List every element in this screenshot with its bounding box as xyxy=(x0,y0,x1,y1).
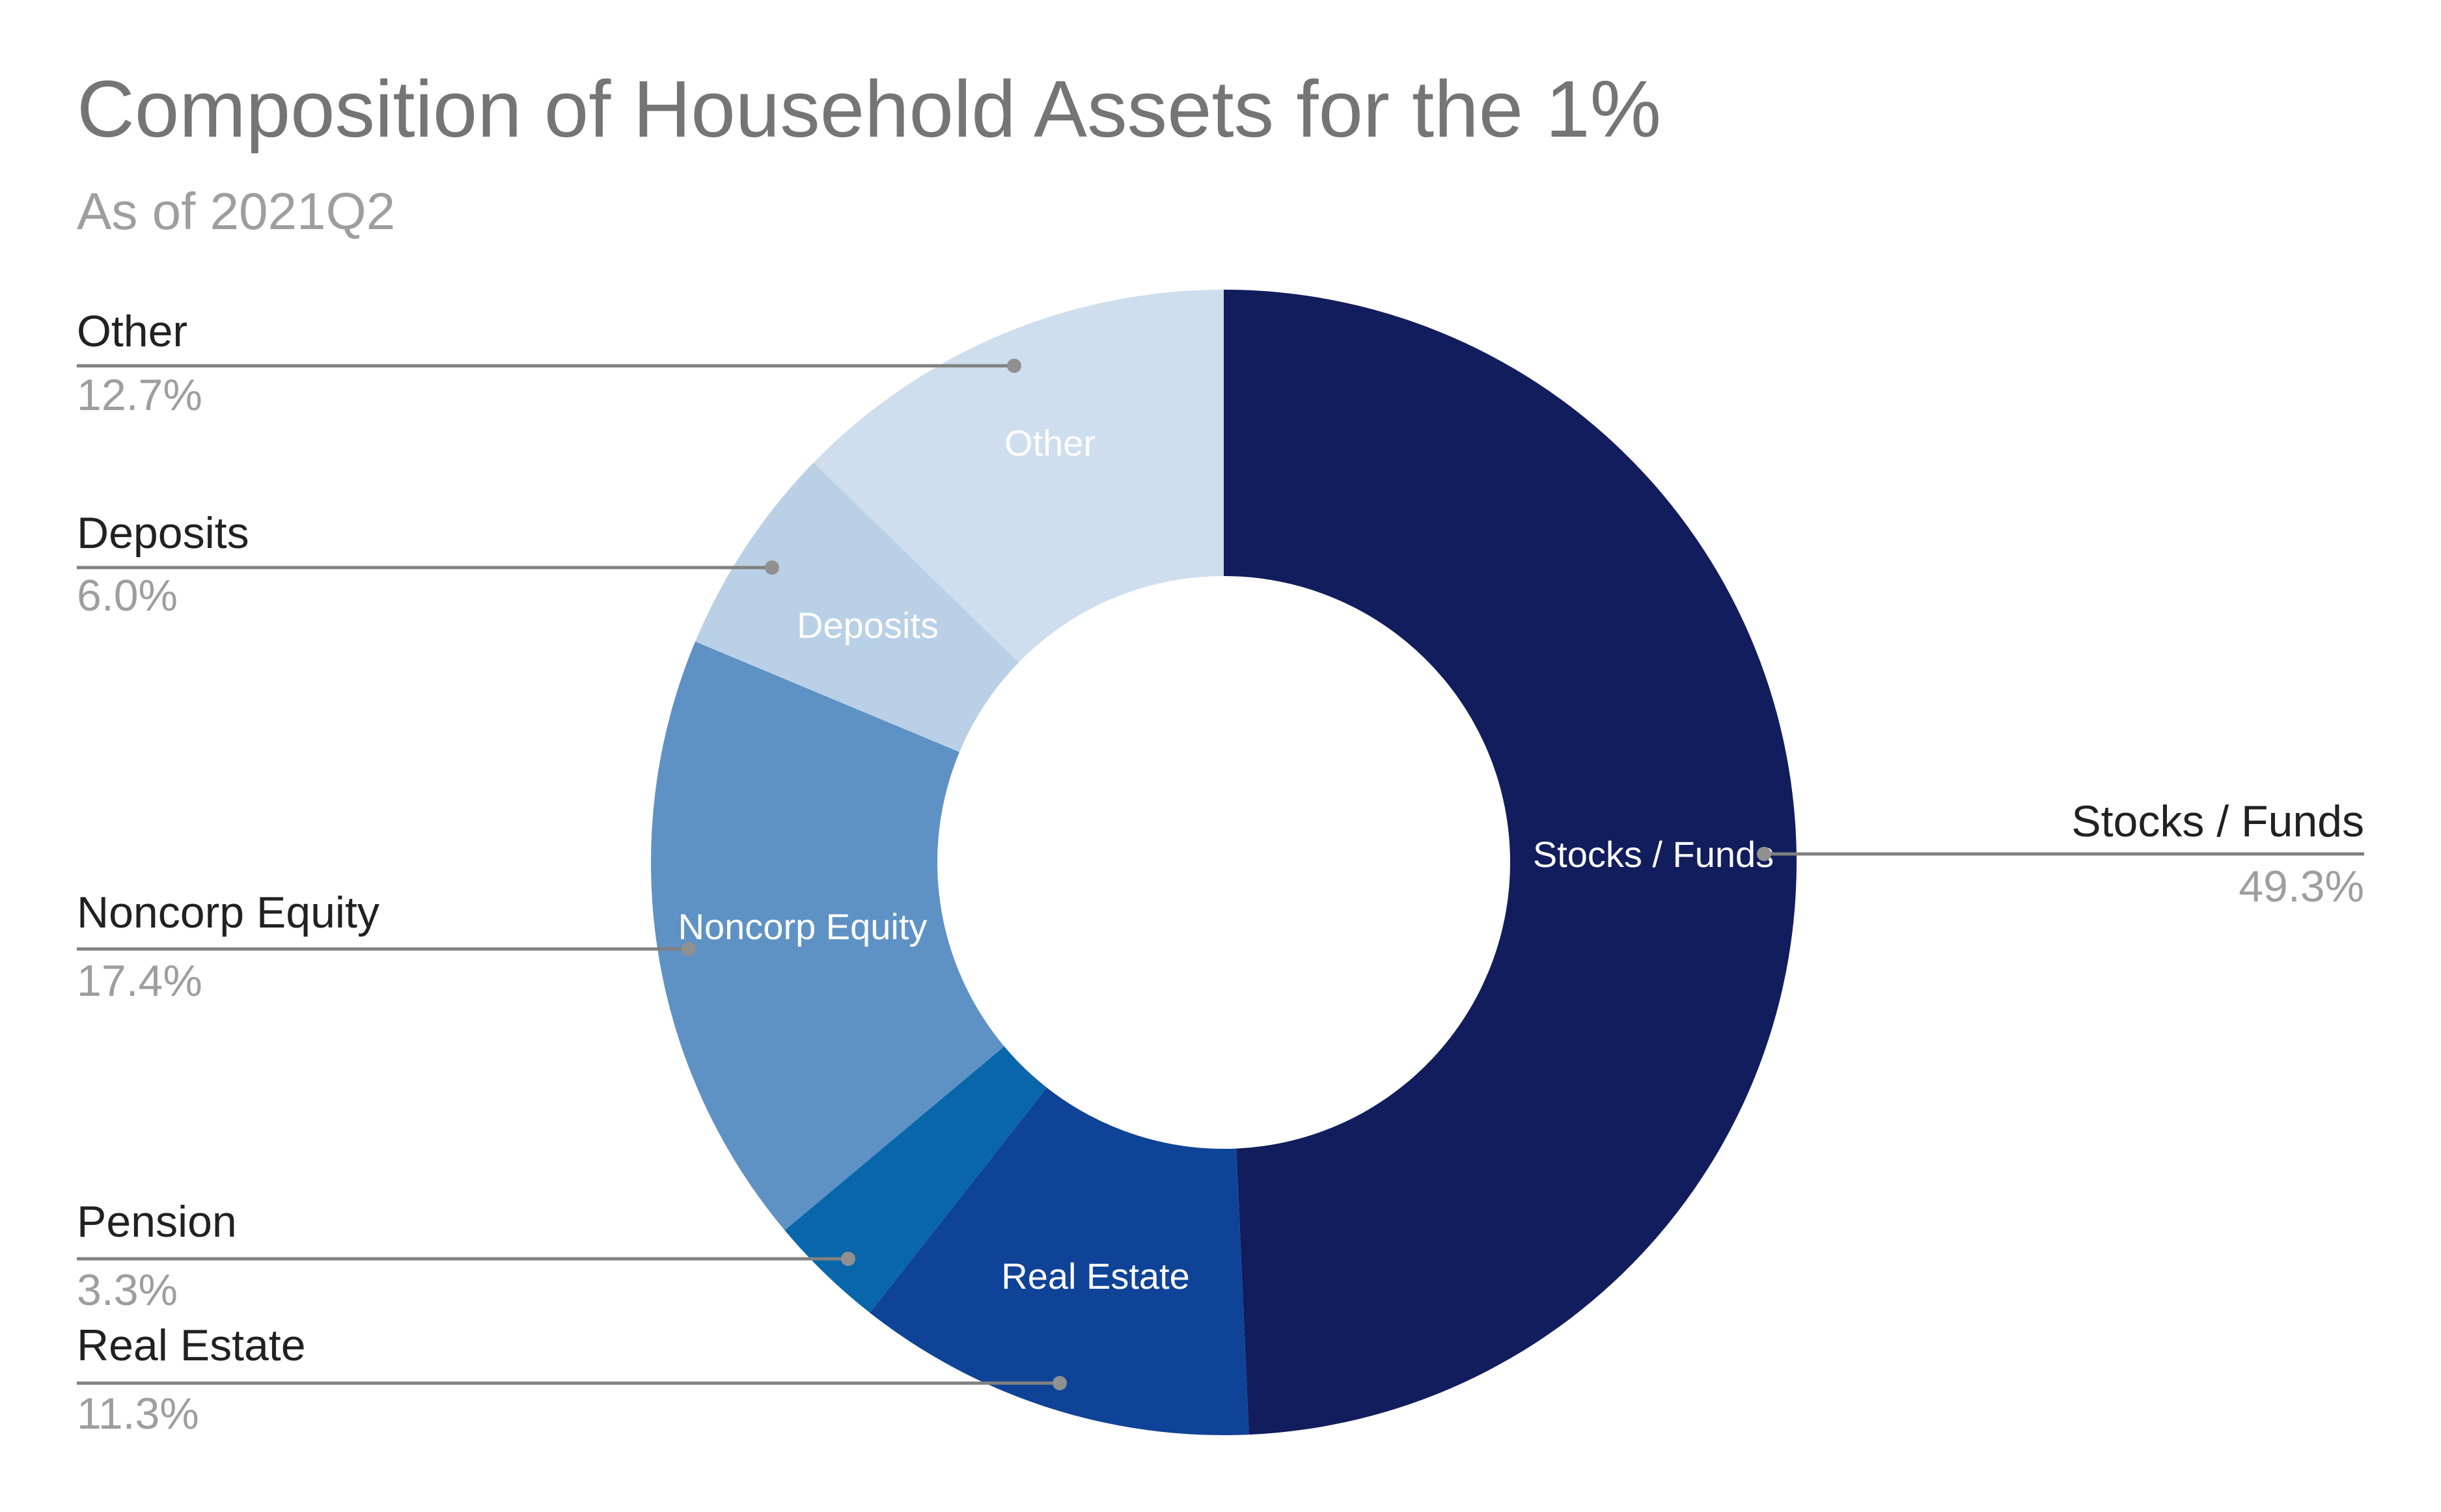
callout-label-stocks-funds: Stocks / Funds xyxy=(2071,797,2364,846)
inner-labels: Stocks / Funds Real Estate Noncorp Equity D… xyxy=(678,422,1774,1297)
chart-subtitle: As of 2021Q2 xyxy=(77,182,395,240)
inner-label-stocks-funds: Stocks / Funds xyxy=(1533,834,1774,875)
callout-value-pension: 3.3% xyxy=(77,1265,178,1315)
callout-label-noncorp-equity: Noncorp Equity xyxy=(77,888,379,937)
leader-dot-other xyxy=(1007,359,1021,373)
callout-value-noncorp-equity: 17.4% xyxy=(77,956,202,1006)
leader-dot-noncorp-equity xyxy=(682,942,696,956)
slice-noncorp-equity xyxy=(650,641,1004,1231)
callouts: Stocks / Funds 49.3% Real Estate 11.3% Pensi… xyxy=(77,307,2364,1438)
inner-label-deposits: Deposits xyxy=(797,605,939,646)
callout-label-pension: Pension xyxy=(77,1197,237,1246)
donut-slices xyxy=(650,290,1797,1435)
callout-value-stocks-funds: 49.3% xyxy=(2239,862,2364,911)
slice-pension xyxy=(784,1046,1047,1313)
chart-title: Composition of Household Assets for the … xyxy=(77,65,1661,154)
leader-dot-stocks-funds xyxy=(1757,847,1771,861)
callout-label-other: Other xyxy=(77,307,187,356)
slice-other xyxy=(813,290,1224,663)
leader-dot-pension xyxy=(841,1252,855,1266)
slice-real-estate xyxy=(870,1087,1249,1435)
callout-value-real-estate: 11.3% xyxy=(77,1389,199,1438)
inner-label-other: Other xyxy=(1004,422,1096,463)
callout-label-real-estate: Real Estate xyxy=(77,1321,306,1370)
inner-label-real-estate: Real Estate xyxy=(1001,1256,1190,1297)
slice-deposits xyxy=(695,462,1019,752)
inner-label-noncorp-equity: Noncorp Equity xyxy=(678,906,928,947)
slice-stocks-funds xyxy=(1224,290,1797,1435)
leader-dot-real-estate xyxy=(1053,1376,1067,1390)
callout-label-deposits: Deposits xyxy=(77,508,249,558)
leader-dot-deposits xyxy=(765,560,779,575)
callout-value-deposits: 6.0% xyxy=(77,571,178,620)
callout-value-other: 12.7% xyxy=(77,370,202,420)
